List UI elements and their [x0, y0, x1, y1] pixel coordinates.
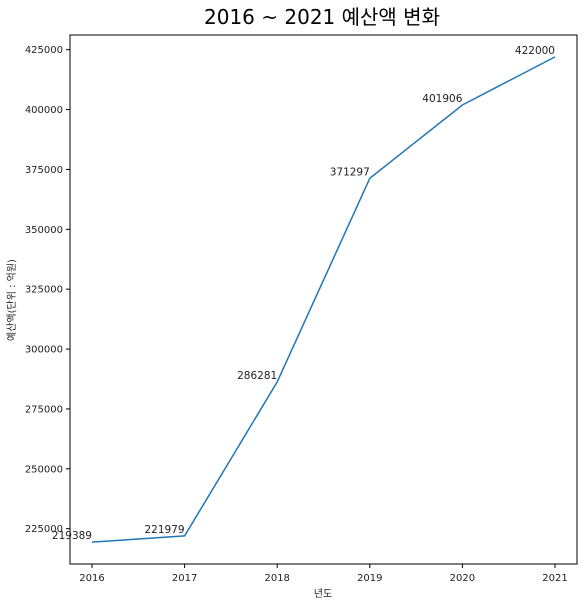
y-tick-label: 275000: [25, 404, 63, 415]
x-tick-label: 2020: [450, 573, 475, 584]
y-tick-label: 250000: [25, 464, 63, 475]
series-group: [91, 56, 556, 543]
y-axis-label: 예산액(단위 : 억원): [5, 259, 18, 341]
y-tick-label: 350000: [25, 225, 63, 236]
data-label: 422000: [515, 45, 555, 57]
data-label: 221979: [145, 524, 185, 536]
y-tick-label: 325000: [25, 285, 63, 296]
plot-area-frame: [69, 34, 578, 565]
y-tick-label: 225000: [25, 524, 63, 535]
data-label: 219389: [52, 530, 92, 542]
y-tick-label: 400000: [25, 105, 63, 116]
chart-title: 2016 ~ 2021 예산액 변화: [204, 5, 440, 29]
series-line-0: [91, 56, 556, 543]
data-labels-group: 219389 221979 286281 371297 401906 422000: [52, 45, 555, 542]
x-tick-label: 2018: [264, 573, 289, 584]
x-tick-label: 2017: [172, 573, 197, 584]
y-tick-label: 300000: [25, 345, 63, 356]
data-label: 286281: [237, 370, 277, 382]
y-axis: 225000 250000 275000 300000 325000 350000 3750…: [25, 45, 70, 535]
y-tick-label: 375000: [25, 165, 63, 176]
x-axis-label: 년도: [314, 588, 332, 600]
data-label: 371297: [330, 166, 370, 178]
x-tick-label: 2019: [357, 573, 382, 584]
data-label: 401906: [422, 93, 462, 105]
x-tick-label: 2016: [79, 573, 104, 584]
x-tick-label: 2021: [542, 573, 567, 584]
y-tick-label: 425000: [25, 45, 63, 56]
x-axis: 2016 2017 2018 2019 2020 2021: [79, 564, 568, 584]
